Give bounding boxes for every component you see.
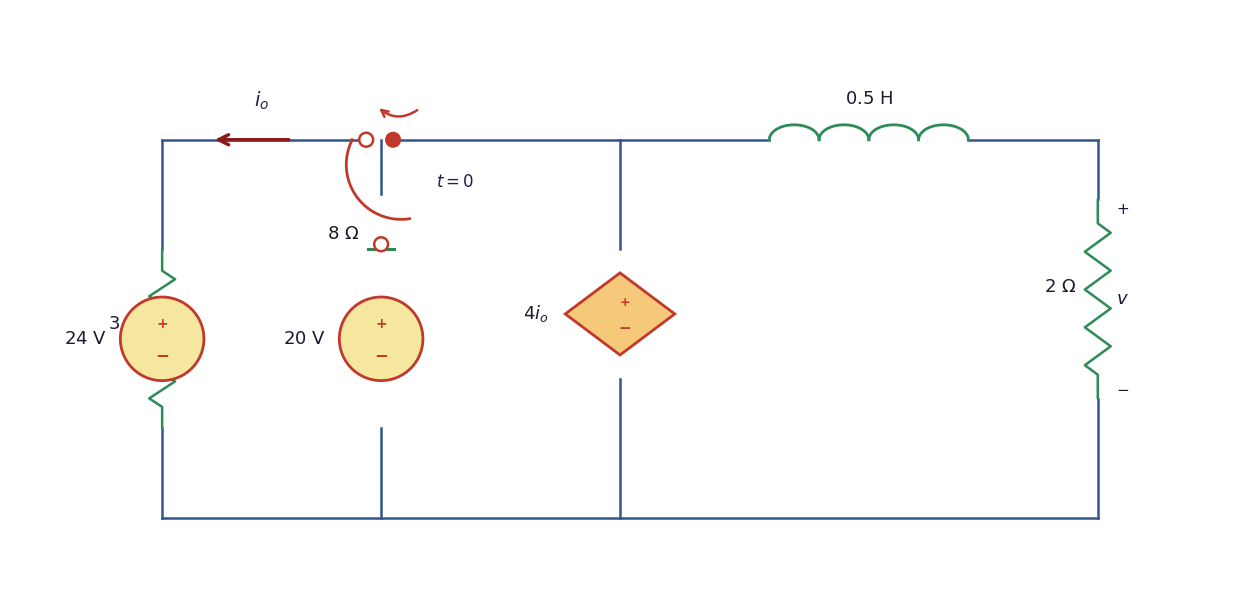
Text: +: + [620, 296, 630, 309]
Circle shape [120, 297, 204, 380]
Text: $v$: $v$ [1115, 290, 1129, 308]
Circle shape [339, 297, 424, 380]
Text: −: − [155, 346, 169, 364]
Text: −: − [619, 321, 631, 336]
Text: $-$: $-$ [1115, 381, 1129, 396]
Text: $t = 0$: $t = 0$ [436, 173, 474, 190]
Text: $0.5\ \text{H}$: $0.5\ \text{H}$ [845, 90, 893, 108]
Text: $4i_o$: $4i_o$ [523, 304, 548, 325]
Text: −: − [374, 346, 388, 364]
Polygon shape [565, 273, 674, 355]
Text: +: + [156, 317, 168, 331]
Text: $+$: $+$ [1115, 202, 1129, 217]
Circle shape [359, 133, 373, 147]
Text: $2\ \Omega$: $2\ \Omega$ [1043, 278, 1076, 296]
Text: $24\ \text{V}$: $24\ \text{V}$ [65, 330, 107, 348]
Text: $20\ \text{V}$: $20\ \text{V}$ [283, 330, 327, 348]
Text: +: + [375, 317, 388, 331]
Text: $i_o$: $i_o$ [255, 90, 270, 112]
Text: $3\ \Omega$: $3\ \Omega$ [108, 315, 140, 333]
Text: $8\ \Omega$: $8\ \Omega$ [327, 225, 359, 243]
Circle shape [374, 237, 388, 251]
Circle shape [386, 133, 400, 147]
